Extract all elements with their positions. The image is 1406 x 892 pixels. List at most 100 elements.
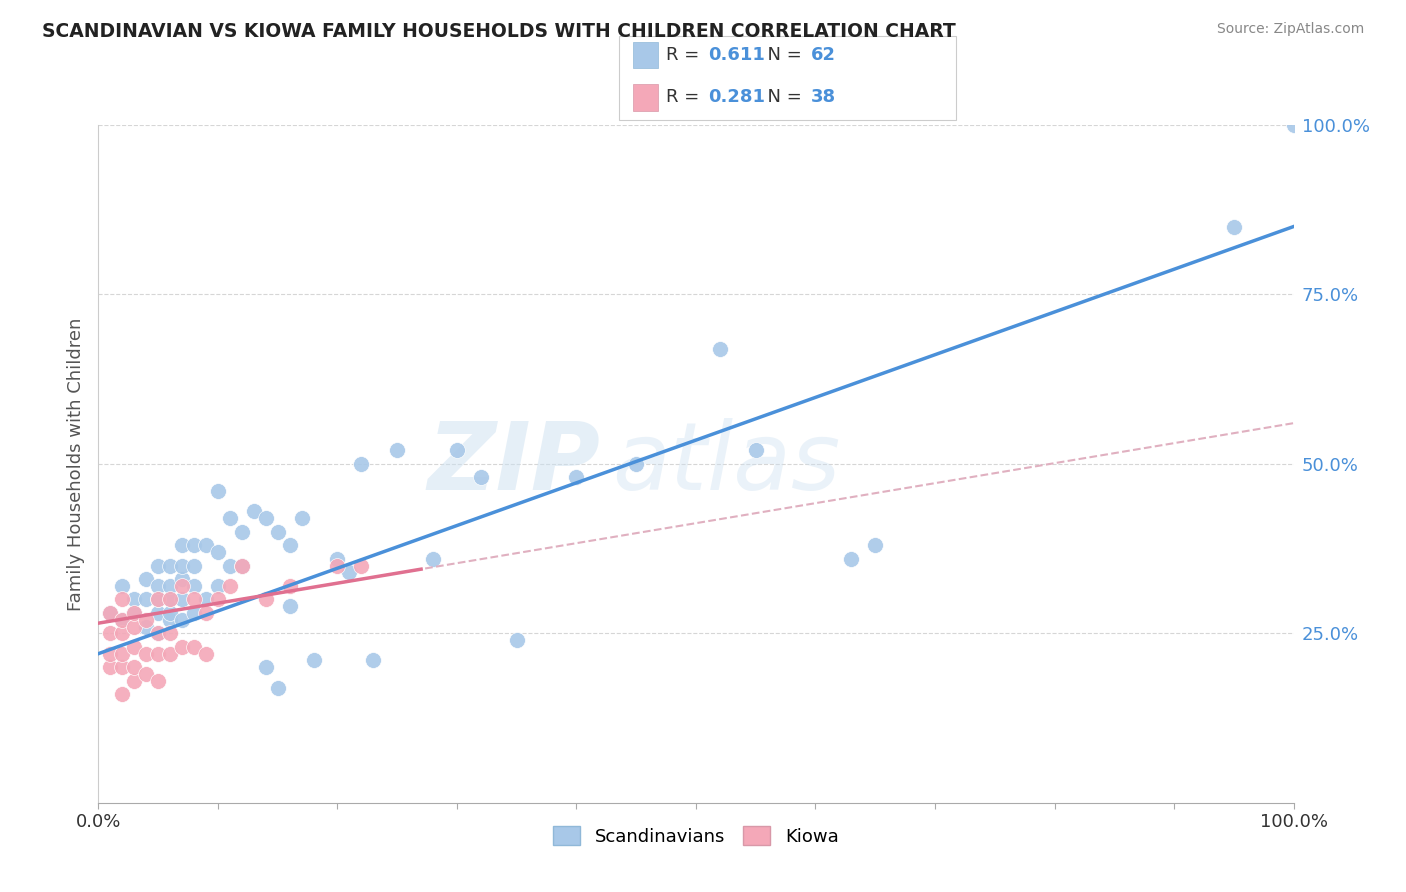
Text: ZIP: ZIP: [427, 417, 600, 510]
Point: [159, 647, 181, 661]
Legend: Scandinavians, Kiowa: Scandinavians, Kiowa: [544, 817, 848, 855]
Point: [135, 572, 157, 586]
Point: [207, 579, 229, 593]
Point: [172, 538, 194, 552]
Point: [111, 613, 134, 627]
Point: [159, 579, 181, 593]
Point: [98, 647, 122, 661]
Point: [363, 653, 385, 667]
Point: [172, 558, 194, 573]
Point: [148, 592, 170, 607]
Point: [1223, 219, 1246, 234]
Point: [183, 538, 205, 552]
Point: [254, 511, 277, 525]
Point: [231, 524, 253, 539]
Point: [148, 592, 170, 607]
Text: 62: 62: [811, 46, 837, 64]
Point: [159, 592, 181, 607]
Point: [195, 538, 218, 552]
Point: [422, 551, 444, 566]
Point: [111, 647, 134, 661]
Point: [254, 592, 277, 607]
Point: [124, 640, 146, 654]
Point: [231, 558, 253, 573]
Point: [278, 538, 301, 552]
Y-axis label: Family Households with Children: Family Households with Children: [66, 318, 84, 610]
Point: [124, 592, 146, 607]
Point: [254, 660, 277, 674]
Point: [148, 673, 170, 688]
Text: N =: N =: [756, 46, 808, 64]
Point: [195, 606, 218, 620]
Point: [350, 558, 373, 573]
Text: Source: ZipAtlas.com: Source: ZipAtlas.com: [1216, 22, 1364, 37]
Point: [111, 687, 134, 701]
Point: [350, 457, 373, 471]
Point: [219, 579, 242, 593]
Point: [159, 626, 181, 640]
Point: [326, 558, 349, 573]
Point: [148, 626, 170, 640]
Point: [243, 504, 266, 518]
Point: [98, 626, 122, 640]
Point: [326, 551, 349, 566]
Point: [111, 626, 134, 640]
Point: [302, 653, 325, 667]
Point: [124, 673, 146, 688]
Point: [278, 579, 301, 593]
Point: [172, 572, 194, 586]
Point: [745, 443, 768, 458]
Point: [709, 342, 731, 356]
Text: N =: N =: [756, 88, 808, 106]
Point: [111, 660, 134, 674]
Point: [111, 592, 134, 607]
Text: atlas: atlas: [613, 418, 841, 509]
Point: [172, 592, 194, 607]
Point: [98, 606, 122, 620]
Point: [183, 606, 205, 620]
Point: [135, 667, 157, 681]
Point: [135, 592, 157, 607]
Point: [195, 647, 218, 661]
Point: [172, 613, 194, 627]
Point: [148, 626, 170, 640]
Point: [626, 457, 648, 471]
Point: [219, 558, 242, 573]
Point: [148, 558, 170, 573]
Point: [506, 633, 529, 648]
Point: [207, 545, 229, 559]
Point: [183, 558, 205, 573]
Point: [267, 524, 290, 539]
Point: [195, 592, 218, 607]
Point: [183, 592, 205, 607]
Text: SCANDINAVIAN VS KIOWA FAMILY HOUSEHOLDS WITH CHILDREN CORRELATION CHART: SCANDINAVIAN VS KIOWA FAMILY HOUSEHOLDS …: [42, 22, 956, 41]
Point: [291, 511, 314, 525]
Point: [183, 579, 205, 593]
Point: [207, 592, 229, 607]
Point: [385, 443, 409, 458]
Point: [470, 470, 492, 484]
Point: [124, 660, 146, 674]
Text: R =: R =: [666, 88, 706, 106]
Point: [111, 579, 134, 593]
Point: [124, 606, 146, 620]
Point: [231, 558, 253, 573]
Point: [124, 606, 146, 620]
Point: [148, 606, 170, 620]
Point: [159, 592, 181, 607]
Text: 0.281: 0.281: [709, 88, 766, 106]
Point: [565, 470, 588, 484]
Point: [172, 579, 194, 593]
Point: [159, 606, 181, 620]
Point: [339, 566, 361, 580]
Point: [135, 619, 157, 633]
Text: R =: R =: [666, 46, 706, 64]
Point: [446, 443, 468, 458]
Point: [1282, 118, 1305, 132]
Text: 38: 38: [811, 88, 837, 106]
Point: [135, 613, 157, 627]
Point: [278, 599, 301, 614]
Point: [148, 579, 170, 593]
Point: [183, 640, 205, 654]
Point: [98, 606, 122, 620]
